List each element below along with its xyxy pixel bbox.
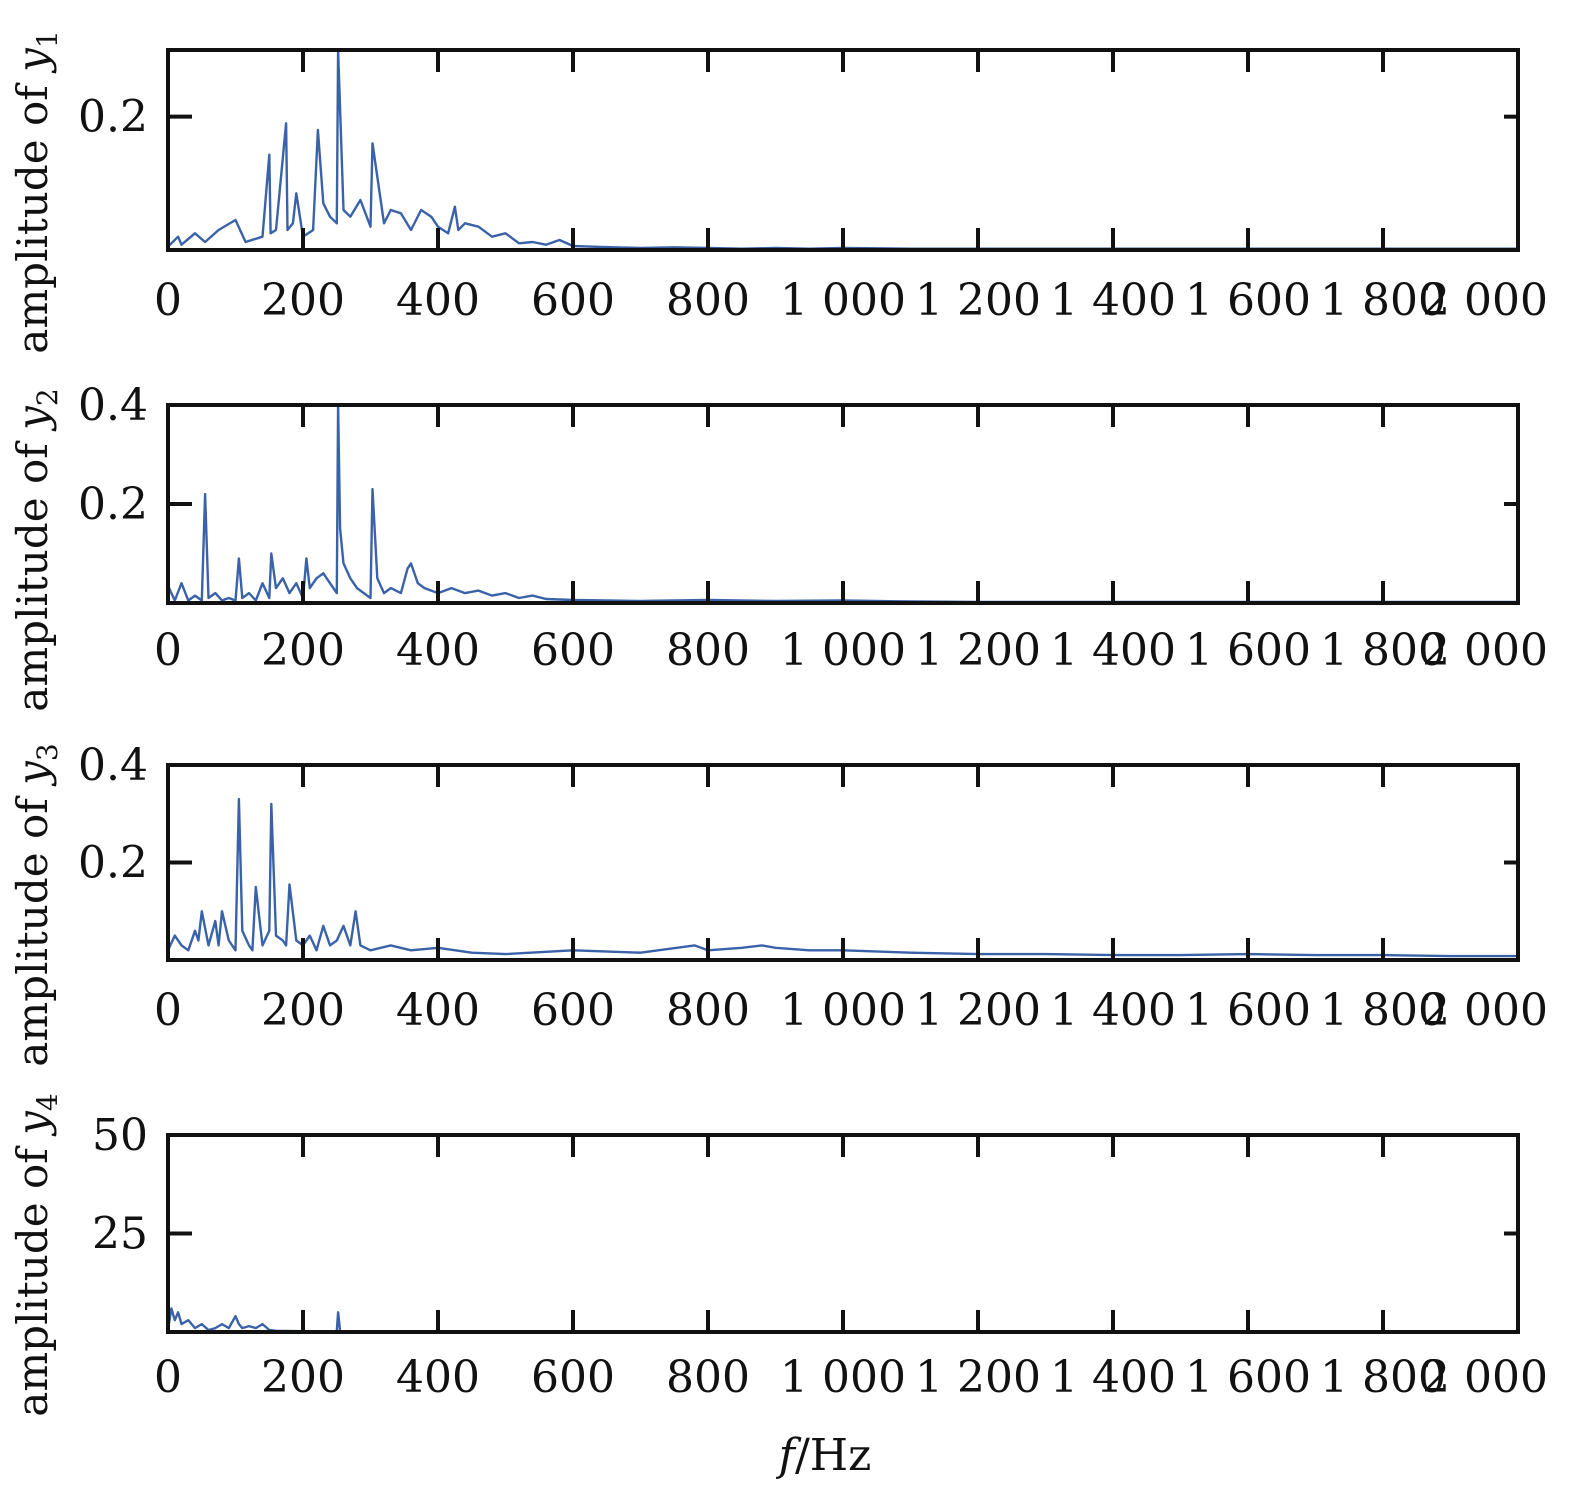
- x-tick-label: 1 600: [1185, 1352, 1311, 1403]
- x-tick-label: 600: [531, 625, 615, 676]
- series-line: [167, 48, 1518, 250]
- x-tick-label: 600: [531, 985, 615, 1036]
- x-axis-label: f/Hz: [776, 1430, 872, 1481]
- x-tick-label: 800: [666, 985, 750, 1036]
- x-tick-label: 1 200: [915, 985, 1041, 1036]
- y-axis-label-variable: y: [8, 47, 57, 74]
- x-tick-label: 1 000: [780, 625, 906, 676]
- plot-frame: [166, 1133, 1520, 1334]
- x-tick-label: 200: [261, 1352, 345, 1403]
- x-tick-label: 0: [154, 1352, 182, 1403]
- y-axis-label-variable: y: [8, 760, 57, 787]
- y-axis-label: amplitude of y4: [8, 1093, 64, 1416]
- x-tick-label: 1 200: [915, 625, 1041, 676]
- panel-4: 0 200 400 600 800 1 000 1 200 1 400 1 600 1 8002 …: [8, 1093, 1548, 1416]
- y-tick-label: 0.2: [78, 92, 148, 143]
- x-tick-label: 600: [531, 1352, 615, 1403]
- x-tick-label: 1 400: [1050, 625, 1176, 676]
- x-tick-label: 1 000: [780, 275, 906, 326]
- x-tick-label: 1 400: [1050, 985, 1176, 1036]
- y-axis-label: amplitude of y2: [8, 388, 64, 711]
- y-axis-label-text: amplitude of: [8, 430, 57, 712]
- panel-1: 0 200 400 600 800 1 000 1 200 1 400 1 600 1 8002 …: [8, 30, 1548, 353]
- y-tick-label: 0.2: [78, 838, 148, 889]
- x-tick-label: 1 800: [1320, 275, 1446, 326]
- x-tick-label: 600: [531, 275, 615, 326]
- x-tick-label: 2 000: [1422, 275, 1548, 326]
- x-tick-label: 800: [666, 625, 750, 676]
- y-tick-label: 50: [92, 1110, 148, 1161]
- y-axis-label-subscript: 1: [31, 30, 64, 48]
- x-tick-label: 0: [154, 985, 182, 1036]
- x-tick-label: 1 200: [915, 1352, 1041, 1403]
- x-tick-label: 400: [396, 625, 480, 676]
- x-tick-label: 0: [154, 625, 182, 676]
- x-tick-label: 1 600: [1185, 985, 1311, 1036]
- plot-frame: [166, 763, 1520, 962]
- y-tick-label: 0.2: [78, 479, 148, 530]
- y-axis-label-variable: y: [8, 1110, 57, 1137]
- x-tick-label: 1 600: [1185, 625, 1311, 676]
- y-axis-label-variable: y: [8, 405, 57, 432]
- y-axis-label: amplitude of y3: [8, 743, 64, 1066]
- y-axis-label-text: amplitude of: [8, 1135, 57, 1417]
- y-axis-label-subscript: 3: [31, 743, 64, 761]
- x-tick-label: 800: [666, 1352, 750, 1403]
- x-tick-label: 200: [261, 275, 345, 326]
- y-tick-label: 25: [92, 1209, 148, 1260]
- x-axis-label-unit: /Hz: [795, 1430, 871, 1481]
- y-axis-label-subscript: 2: [31, 388, 64, 406]
- x-tick-label: 400: [396, 275, 480, 326]
- y-tick-label: 0.4: [78, 380, 148, 431]
- series-line: [166, 797, 1518, 958]
- x-tick-label: 1 000: [780, 985, 906, 1036]
- x-tick-label: 400: [396, 985, 480, 1036]
- x-tick-label: 1 400: [1050, 275, 1176, 326]
- x-tick-label: 1 200: [915, 275, 1041, 326]
- x-tick-label: 2 000: [1422, 625, 1548, 676]
- x-tick-label: 2 000: [1422, 985, 1548, 1036]
- x-tick-label: 0: [154, 275, 182, 326]
- panel-3: 0 200 400 600 800 1 000 1 200 1 400 1 600 1 8002 …: [8, 740, 1548, 1067]
- x-tick-label: 1 600: [1185, 275, 1311, 326]
- panels: 0 200 400 600 800 1 000 1 200 1 400 1 600 1 8002 …: [8, 30, 1548, 1416]
- panel-2: 0 200 400 600 800 1 000 1 200 1 400 1 600 1 8002 …: [8, 380, 1548, 712]
- x-tick-label: 2 000: [1422, 1352, 1548, 1403]
- y-axis-label-text: amplitude of: [8, 785, 57, 1067]
- x-tick-label: 200: [261, 625, 345, 676]
- y-axis-label-subscript: 4: [31, 1093, 64, 1111]
- series-line: [166, 403, 1518, 604]
- y-tick-label: 0.4: [78, 740, 148, 791]
- x-tick-label: 200: [261, 985, 345, 1036]
- x-tick-label: 1 800: [1320, 1352, 1446, 1403]
- x-tick-label: 1 800: [1320, 985, 1446, 1036]
- x-tick-label: 800: [666, 275, 750, 326]
- x-tick-label: 1 000: [780, 1352, 906, 1403]
- x-tick-label: 400: [396, 1352, 480, 1403]
- x-tick-label: 1 800: [1320, 625, 1446, 676]
- y-axis-label: amplitude of y1: [8, 30, 64, 353]
- x-tick-label: 1 400: [1050, 1352, 1176, 1403]
- y-axis-label-text: amplitude of: [8, 72, 57, 354]
